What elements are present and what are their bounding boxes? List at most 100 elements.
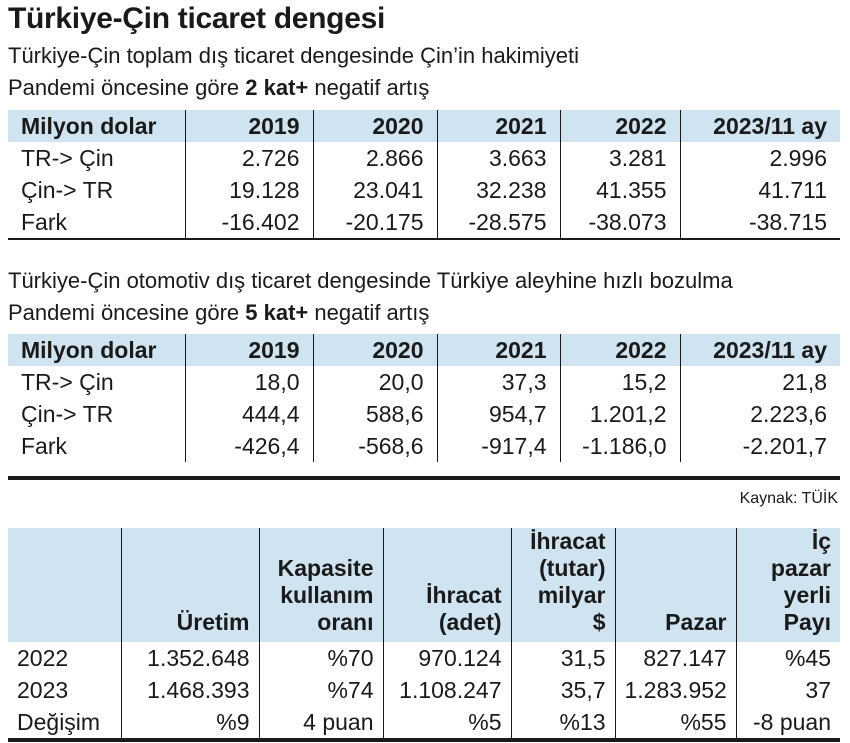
table-cell: 1.468.393 xyxy=(120,674,259,706)
table-row: Çin-> TR 444,4 588,6 954,7 1.201,2 2.223… xyxy=(8,398,840,430)
table-cell: 32.238 xyxy=(436,174,560,206)
table-cell: 2.866 xyxy=(312,142,437,174)
table-cell: 31,5 xyxy=(510,642,615,674)
section2-note-bold: 5 kat+ xyxy=(245,300,309,325)
table-row: Değişim %9 4 puan %5 %13 %55 -8 puan xyxy=(8,706,840,742)
table-cell: 4 puan xyxy=(258,706,383,742)
table-cell: -8 puan xyxy=(735,706,840,742)
table-cell: 15,2 xyxy=(559,366,680,398)
table-cell: %74 xyxy=(258,674,383,706)
table-cell: 954,7 xyxy=(436,398,560,430)
section-divider xyxy=(8,476,840,480)
table-cell: -38.715 xyxy=(679,206,840,240)
section1-subtitle: Türkiye-Çin toplam dış ticaret dengesind… xyxy=(8,43,580,68)
header-cell: İhracat (tutar) milyar $ xyxy=(510,528,615,642)
table-cell: 41.355 xyxy=(559,174,680,206)
header-cell: 2022 xyxy=(559,334,680,366)
header-line: Üretim xyxy=(176,609,250,635)
row-label: Değişim xyxy=(8,706,121,742)
header-cell: 2023/11 ay xyxy=(679,110,840,142)
table-row: Fark -426,4 -568,6 -917,4 -1.186,0 -2.20… xyxy=(8,430,840,462)
table-cell: 37,3 xyxy=(436,366,560,398)
source-note: Kaynak: TÜİK xyxy=(739,490,838,507)
table-cell: 588,6 xyxy=(312,398,437,430)
row-label: Çin-> TR xyxy=(21,177,114,203)
table-cell: 21,8 xyxy=(679,366,840,398)
header-line: yerli xyxy=(783,582,831,608)
header-cell: 2021 xyxy=(436,110,560,142)
table-cell: 37 xyxy=(735,674,840,706)
table-header-row: Milyon dolar 2019 2020 2021 2022 2023/11… xyxy=(8,110,840,142)
header-line: Pazar xyxy=(665,609,727,635)
table-row: TR-> Çin 2.726 2.866 3.663 3.281 2.996 xyxy=(8,142,840,174)
table-cell: 1.283.952 xyxy=(614,674,736,706)
table-cell: 20,0 xyxy=(312,366,437,398)
header-cell: 2019 xyxy=(184,334,313,366)
table-cell: 35,7 xyxy=(510,674,615,706)
table-cell: 23.041 xyxy=(312,174,437,206)
table-cell: 18,0 xyxy=(184,366,313,398)
table-cell: 3.281 xyxy=(559,142,680,174)
table-header-row: Üretim Kapasite kullanım oranı İhracat (ade… xyxy=(8,528,840,642)
table-cell: -2.201,7 xyxy=(679,430,840,462)
table-cell: 1.201,2 xyxy=(559,398,680,430)
table-cell: -20.175 xyxy=(312,206,437,240)
table-cell: -917,4 xyxy=(436,430,560,462)
section2-note-post: negatif artış xyxy=(308,300,430,325)
table-row: Fark -16.402 -20.175 -28.575 -38.073 -38… xyxy=(8,206,840,240)
row-label: TR-> Çin xyxy=(21,369,114,395)
table-cell: 2.223,6 xyxy=(679,398,840,430)
row-label: 2022 xyxy=(17,645,69,671)
header-cell: 2020 xyxy=(312,334,437,366)
table-cell: 19.128 xyxy=(184,174,313,206)
header-cell-empty xyxy=(8,528,121,642)
header-line: kullanım xyxy=(280,582,374,608)
table-cell: %55 xyxy=(614,706,736,742)
header-line: İhracat xyxy=(426,582,502,608)
table-cell: -1.186,0 xyxy=(559,430,680,462)
table-cell: 970.124 xyxy=(382,642,511,674)
table-row: Çin-> TR 19.128 23.041 32.238 41.355 41.… xyxy=(8,174,840,206)
row-label: Fark xyxy=(21,433,67,459)
table-cell: 2.726 xyxy=(184,142,313,174)
header-cell: Milyon dolar xyxy=(8,110,185,142)
header-cell: 2023/11 ay xyxy=(679,334,840,366)
header-cell: Üretim xyxy=(120,528,259,642)
table-cell: 827.147 xyxy=(614,642,736,674)
table-cell: -568,6 xyxy=(312,430,437,462)
row-label: Fark xyxy=(8,206,185,240)
header-line: Kapasite xyxy=(277,555,374,581)
page-title: Türkiye-Çin ticaret dengesi xyxy=(8,2,386,35)
table-row: TR-> Çin 18,0 20,0 37,3 15,2 21,8 xyxy=(8,366,840,398)
header-line: İhracat xyxy=(530,528,606,554)
table-cell: %5 xyxy=(382,706,511,742)
table-cell: %45 xyxy=(735,642,840,674)
header-cell: Kapasite kullanım oranı xyxy=(258,528,383,642)
table-cell: 1.352.648 xyxy=(120,642,259,674)
section2-note: Pandemi öncesine göre 5 kat+ negatif art… xyxy=(8,300,429,326)
header-cell: İç pazar yerli Payı xyxy=(735,528,840,642)
section1-note-pre: Pandemi öncesine göre xyxy=(8,75,246,100)
section2-subtitle: Türkiye-Çin otomotiv dış ticaret dengesi… xyxy=(8,268,733,293)
header-line: oranı xyxy=(317,609,374,635)
header-cell: 2019 xyxy=(184,110,313,142)
section1-note-bold: 2 kat+ xyxy=(245,75,309,100)
header-line: (tutar) xyxy=(539,555,606,581)
header-cell: Milyon dolar xyxy=(8,334,185,366)
row-label: 2023 xyxy=(17,677,69,703)
production-table: Üretim Kapasite kullanım oranı İhracat (ade… xyxy=(8,528,840,742)
table-cell: %70 xyxy=(258,642,383,674)
table-cell: 41.711 xyxy=(679,174,840,206)
table-cell: -38.073 xyxy=(559,206,680,240)
table-cell: %9 xyxy=(120,706,259,742)
table-cell: 3.663 xyxy=(436,142,560,174)
total-trade-table: Milyon dolar 2019 2020 2021 2022 2023/11… xyxy=(8,110,840,240)
row-label: TR-> Çin xyxy=(21,145,114,171)
table-row: 2022 1.352.648 %70 970.124 31,5 827.147 … xyxy=(8,642,840,674)
table-cell: 1.108.247 xyxy=(382,674,511,706)
header-cell: 2020 xyxy=(312,110,437,142)
table-cell: -28.575 xyxy=(436,206,560,240)
table-cell: -16.402 xyxy=(184,206,313,240)
table-cell: %13 xyxy=(510,706,615,742)
section1-note: Pandemi öncesine göre 2 kat+ negatif art… xyxy=(8,75,429,101)
